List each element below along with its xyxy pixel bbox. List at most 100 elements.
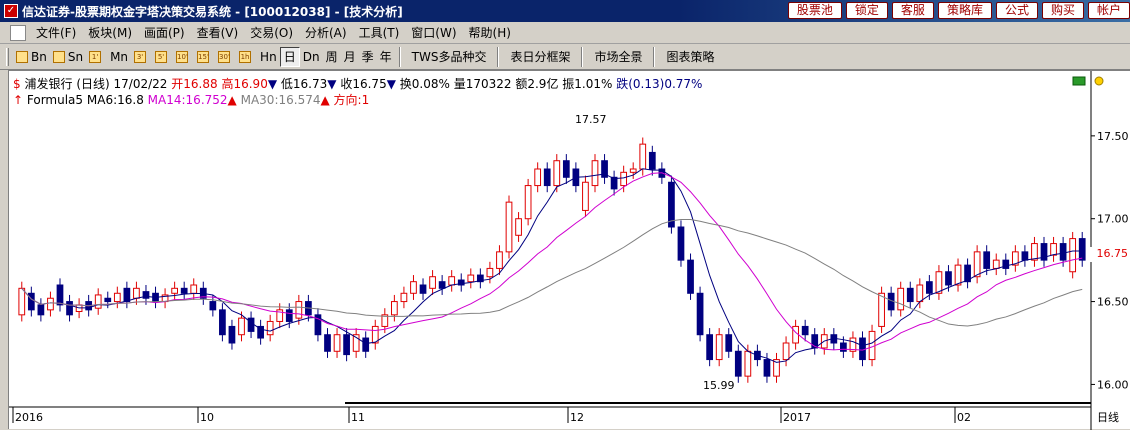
period-label: Bn	[31, 49, 47, 64]
document-icon[interactable]	[10, 24, 26, 41]
candle-up	[47, 297, 54, 311]
candle-up	[190, 284, 198, 294]
candle-down	[706, 334, 714, 361]
tab-tws[interactable]: TWS多品种交	[411, 49, 487, 64]
period-month[interactable]: 月	[343, 50, 356, 64]
candle-down	[734, 350, 742, 377]
candle-up	[773, 359, 780, 377]
menu-analysis[interactable]: 分析(A)	[305, 26, 347, 40]
period-week[interactable]: 周	[325, 50, 338, 64]
period-sn[interactable]: Sn	[50, 47, 86, 67]
period-30min[interactable]: 30'	[215, 47, 236, 67]
candle-down	[668, 181, 675, 228]
menu-window[interactable]: 窗口(W)	[411, 26, 457, 40]
candle-up	[553, 160, 561, 187]
period-label: Sn	[67, 49, 84, 64]
bulb-icon	[1094, 76, 1104, 86]
candle-down	[945, 271, 952, 286]
candle-down	[247, 317, 255, 332]
candle-up	[113, 292, 121, 303]
candle-down	[859, 337, 866, 361]
period-dn[interactable]: Dn	[302, 49, 320, 64]
current-price-label: 16.75	[1086, 247, 1130, 262]
ma14-trend-icon: ▲	[227, 93, 237, 107]
buy-button[interactable]: 购买	[1041, 2, 1084, 19]
strategy-library-button[interactable]: 策略库	[937, 2, 992, 19]
service-button[interactable]: 客服	[891, 2, 934, 19]
quote-close: 收16.75▼	[340, 77, 396, 91]
tab-market[interactable]: 市场全景	[594, 49, 643, 64]
candle-down	[648, 151, 656, 170]
x-tick-label: 02	[957, 411, 971, 424]
formula-name[interactable]: Formula5	[26, 93, 84, 107]
candle-up	[381, 314, 389, 327]
up-arrow-icon: ↑	[13, 93, 24, 107]
menu-tools[interactable]: 工具(T)	[358, 26, 400, 40]
tab-frame[interactable]: 表日分框架	[510, 49, 571, 64]
tab-chart-strategy[interactable]: 图表策略	[666, 49, 715, 64]
period-day[interactable]: 日	[279, 46, 300, 67]
candle-down	[964, 264, 971, 283]
y-tick-label: 17.50	[1097, 130, 1129, 143]
toolbar-separator	[581, 46, 584, 67]
period-year[interactable]: 年	[379, 50, 392, 64]
period-bn[interactable]: Bn	[13, 47, 50, 67]
toolbar-separator	[653, 46, 656, 67]
quote-amplitude: 振1.01%	[562, 77, 613, 91]
candle-up	[534, 168, 542, 187]
period-10min[interactable]: 10'	[173, 47, 194, 67]
toolbar-grip[interactable]	[6, 47, 9, 66]
kline-svg[interactable]: 17.50 17.00 16.50 16.00 17.57 15.99 2016 10 11 12…	[9, 71, 1130, 430]
period-5min[interactable]: 5'	[152, 47, 173, 67]
candle-up	[792, 325, 799, 344]
lock-button[interactable]: 锁定	[845, 2, 888, 19]
menu-screen[interactable]: 画面(P)	[144, 26, 185, 40]
ma14-line	[21, 172, 1083, 351]
menu-file[interactable]: 文件(F)	[36, 26, 77, 40]
candle-up	[352, 334, 360, 352]
candle-down	[926, 281, 933, 294]
candle-down	[906, 287, 914, 303]
quote-change: 跌(0.13)0.77%	[616, 77, 703, 91]
period-label: Mn	[110, 49, 129, 64]
stock-flag-icon: $	[13, 77, 21, 91]
stock-pool-button[interactable]: 股票池	[787, 2, 842, 19]
candle-down	[180, 287, 188, 294]
candle-up	[94, 294, 102, 309]
y-tick-label: 17.00	[1097, 213, 1129, 226]
candle-down	[104, 297, 112, 303]
candle-down	[610, 176, 618, 190]
period-1h[interactable]: 1h	[236, 47, 257, 67]
candle-down	[37, 304, 45, 316]
candle-down	[362, 337, 370, 352]
candle-down	[601, 160, 608, 178]
kline-chart[interactable]: 17.50 17.00 16.50 16.00 17.57 15.99 2016 10 11 12…	[8, 70, 1130, 430]
ma6-value: MA6:16.8	[86, 93, 144, 107]
period-mn[interactable]: Mn	[107, 47, 131, 67]
candle-down	[343, 334, 350, 356]
y-tick-label: 16.50	[1097, 296, 1129, 309]
period-icon: 3'	[134, 50, 147, 63]
period-3min[interactable]: 3'	[131, 47, 152, 67]
window-title: 信达证券-股票期权金字塔决策交易系统 - [100012038] - [技术分析…	[22, 4, 403, 19]
period-quarter[interactable]: 季	[361, 50, 374, 64]
candle-up	[1050, 243, 1057, 256]
account-button[interactable]: 帐户	[1087, 2, 1130, 19]
menu-help[interactable]: 帮助(H)	[468, 26, 511, 40]
candle-down	[219, 309, 226, 336]
candle-up	[524, 185, 532, 220]
formula-button[interactable]: 公式	[995, 2, 1038, 19]
menu-trade[interactable]: 交易(O)	[250, 26, 293, 40]
menu-sector[interactable]: 板块(M)	[88, 26, 132, 40]
candle-up	[1011, 251, 1019, 266]
candle-down	[438, 281, 446, 289]
ma14-value: MA14:16.752	[147, 93, 228, 107]
candle-up	[505, 201, 513, 253]
candle-up	[849, 337, 857, 352]
period-hn[interactable]: Hn	[257, 47, 280, 67]
title-buttons: 股票池 锁定 客服 策略库 公式 购买 帐户	[787, 2, 1130, 19]
period-1min[interactable]: 1'	[86, 47, 107, 67]
menu-view[interactable]: 查看(V)	[196, 26, 239, 40]
quote-open: 开16.88	[171, 77, 218, 91]
period-15min[interactable]: 15'	[194, 47, 215, 67]
